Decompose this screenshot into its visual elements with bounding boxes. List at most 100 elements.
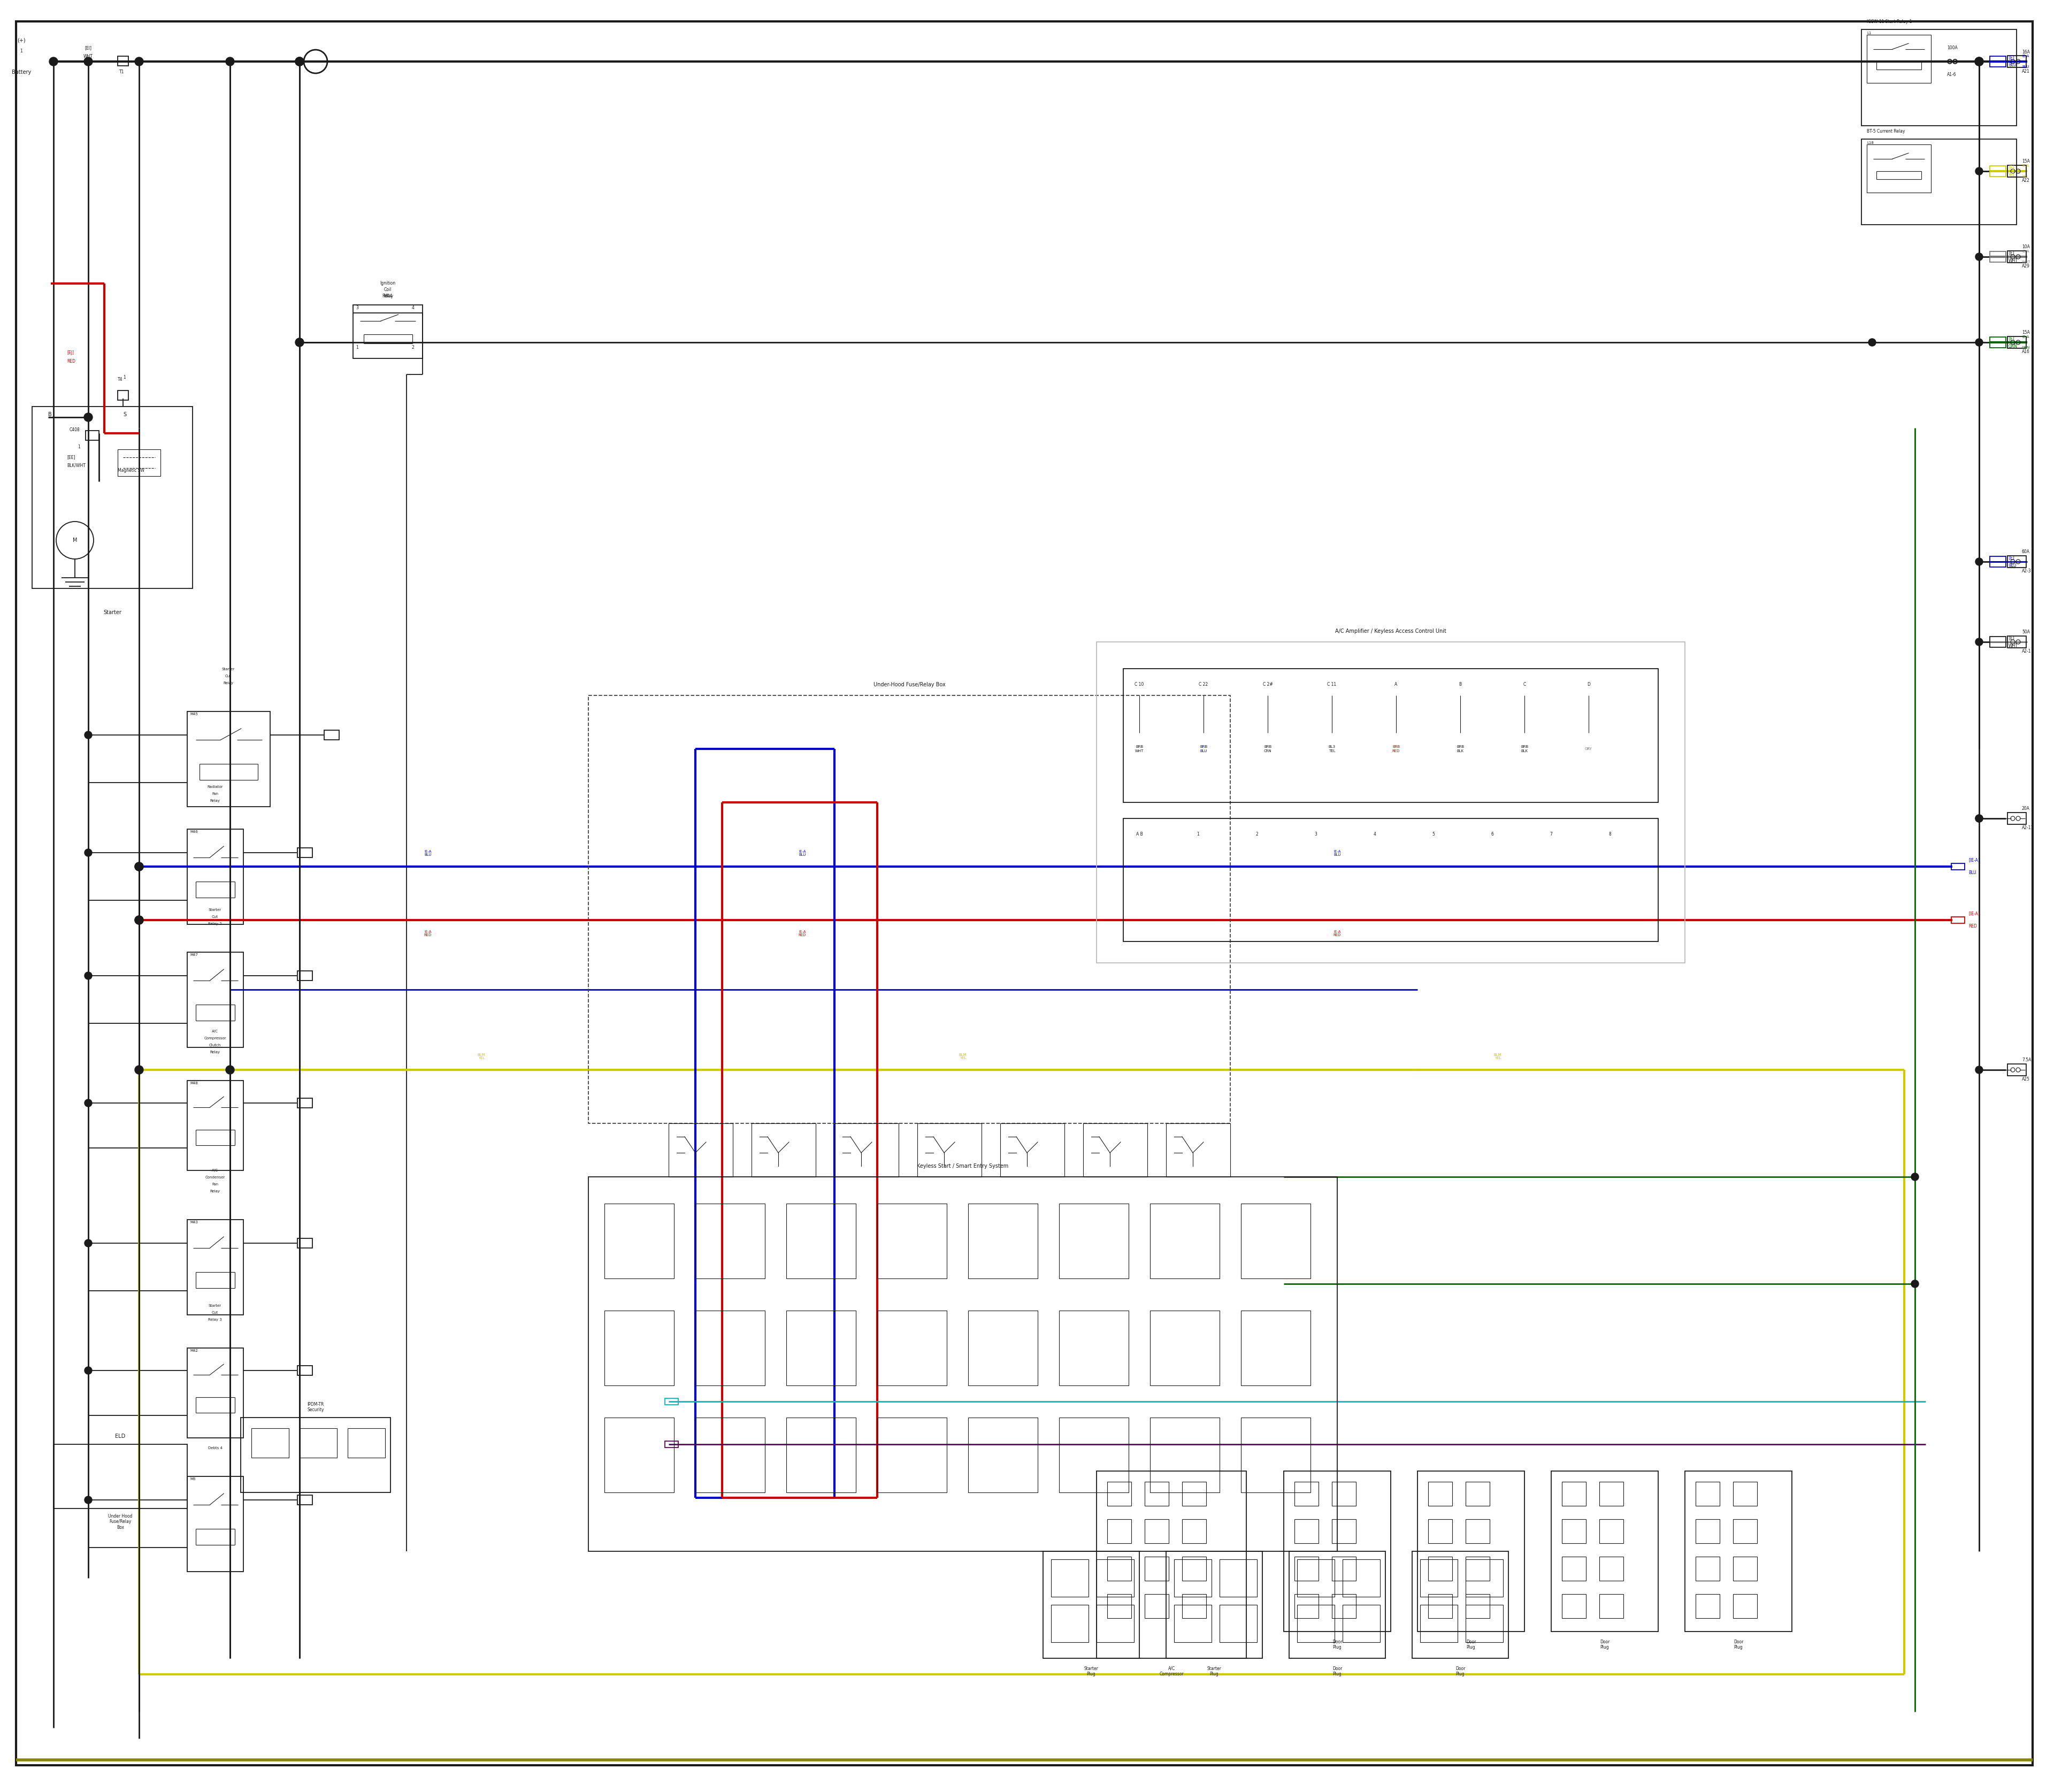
Circle shape: [84, 1240, 92, 1247]
Text: Under-Hood Fuse/Relay Box: Under-Hood Fuse/Relay Box: [873, 683, 945, 688]
Text: M44: M44: [384, 294, 392, 299]
Bar: [1990, 337, 2007, 348]
Bar: [1060, 1417, 1128, 1493]
Bar: [251, 1428, 290, 1457]
Bar: [604, 1417, 674, 1493]
Circle shape: [1974, 57, 1984, 66]
Text: YEL: YEL: [2021, 176, 2029, 177]
Circle shape: [1976, 815, 1982, 823]
Text: 20A: 20A: [2021, 806, 2029, 812]
Bar: [1144, 1520, 1169, 1543]
Bar: [1867, 34, 1931, 82]
Bar: [1413, 1552, 1508, 1658]
Text: Ignition: Ignition: [380, 281, 396, 287]
Circle shape: [296, 57, 304, 66]
Bar: [967, 1417, 1037, 1493]
Bar: [1175, 1606, 1212, 1641]
Bar: [1331, 1482, 1356, 1505]
Text: Clutch: Clutch: [210, 1043, 222, 1047]
Text: IGSW-11 Start Relay 1: IGSW-11 Start Relay 1: [1867, 20, 1912, 23]
Bar: [1124, 668, 1658, 803]
Text: RED: RED: [1968, 925, 1976, 928]
Bar: [587, 695, 1230, 1124]
Bar: [347, 1428, 386, 1457]
Bar: [1220, 1606, 1257, 1641]
Text: M47: M47: [189, 953, 197, 957]
Text: BLK/WHT: BLK/WHT: [68, 462, 86, 468]
Bar: [1000, 1124, 1064, 1177]
Text: BRB
BLK: BRB BLK: [1456, 745, 1465, 753]
Text: Relay: Relay: [382, 294, 394, 299]
Text: IE-A
BLU: IE-A BLU: [1333, 849, 1341, 857]
Bar: [696, 1204, 764, 1278]
Bar: [967, 1204, 1037, 1278]
Bar: [1150, 1417, 1220, 1493]
Bar: [1428, 1557, 1452, 1581]
Circle shape: [84, 1367, 92, 1374]
Bar: [1097, 1606, 1134, 1641]
Circle shape: [1976, 339, 1982, 346]
Text: C 2#: C 2#: [1263, 683, 1273, 686]
Circle shape: [1976, 57, 1982, 65]
Text: IE-A
RED: IE-A RED: [423, 930, 431, 937]
Bar: [1124, 819, 1658, 941]
Bar: [1734, 1482, 1756, 1505]
Text: 15A: 15A: [2021, 330, 2029, 335]
Circle shape: [84, 57, 92, 66]
Bar: [1697, 1520, 1719, 1543]
Bar: [1561, 1595, 1586, 1618]
Text: IE-A
RED: IE-A RED: [799, 930, 805, 937]
Bar: [1150, 1310, 1220, 1385]
Bar: [2007, 251, 2025, 263]
Text: M45: M45: [189, 713, 197, 715]
Bar: [1467, 1559, 1504, 1597]
Text: BLM
YEL: BLM YEL: [477, 1054, 485, 1059]
Bar: [1951, 864, 1966, 869]
Bar: [877, 1417, 947, 1493]
Text: L1: L1: [1867, 32, 1871, 34]
Bar: [86, 430, 99, 441]
Text: Cut: Cut: [212, 916, 218, 919]
Bar: [1183, 1520, 1206, 1543]
Bar: [2007, 337, 2025, 348]
Bar: [1290, 1552, 1384, 1658]
Text: WHT: WHT: [2009, 258, 2019, 263]
Text: BRB
WHT: BRB WHT: [1136, 745, 1144, 753]
Bar: [1419, 1606, 1458, 1641]
Text: M6: M6: [189, 1477, 195, 1480]
Text: T1: T1: [119, 70, 125, 73]
Bar: [1861, 29, 2017, 125]
Bar: [877, 1310, 947, 1385]
Bar: [1144, 1482, 1169, 1505]
Text: [IE-A]: [IE-A]: [1968, 912, 1980, 916]
Bar: [1294, 1595, 1319, 1618]
Text: [E]: [E]: [2009, 636, 2015, 640]
Bar: [300, 1428, 337, 1457]
Circle shape: [84, 412, 92, 421]
Bar: [696, 1310, 764, 1385]
Text: Battery: Battery: [12, 70, 31, 75]
Text: A21: A21: [2021, 68, 2029, 73]
Circle shape: [296, 339, 304, 346]
Bar: [1467, 1520, 1489, 1543]
Text: A25: A25: [2021, 1077, 2029, 1082]
Bar: [1241, 1204, 1310, 1278]
Bar: [1241, 1310, 1310, 1385]
Text: IE-A: IE-A: [2021, 249, 2029, 253]
Bar: [1331, 1595, 1356, 1618]
Bar: [1052, 1606, 1089, 1641]
Text: Keyless Start / Smart Entry System: Keyless Start / Smart Entry System: [916, 1163, 1009, 1168]
Bar: [1052, 1559, 1089, 1597]
Text: M43: M43: [189, 1220, 197, 1224]
Bar: [1951, 918, 1966, 923]
Bar: [1107, 1520, 1132, 1543]
Bar: [1734, 1520, 1756, 1543]
Text: BLU: BLU: [2009, 63, 2017, 68]
Circle shape: [84, 1496, 92, 1503]
Bar: [1183, 1595, 1206, 1618]
Circle shape: [296, 57, 304, 66]
Bar: [787, 1417, 857, 1493]
Bar: [604, 1310, 674, 1385]
Bar: [1107, 1557, 1132, 1581]
Bar: [187, 1220, 242, 1315]
